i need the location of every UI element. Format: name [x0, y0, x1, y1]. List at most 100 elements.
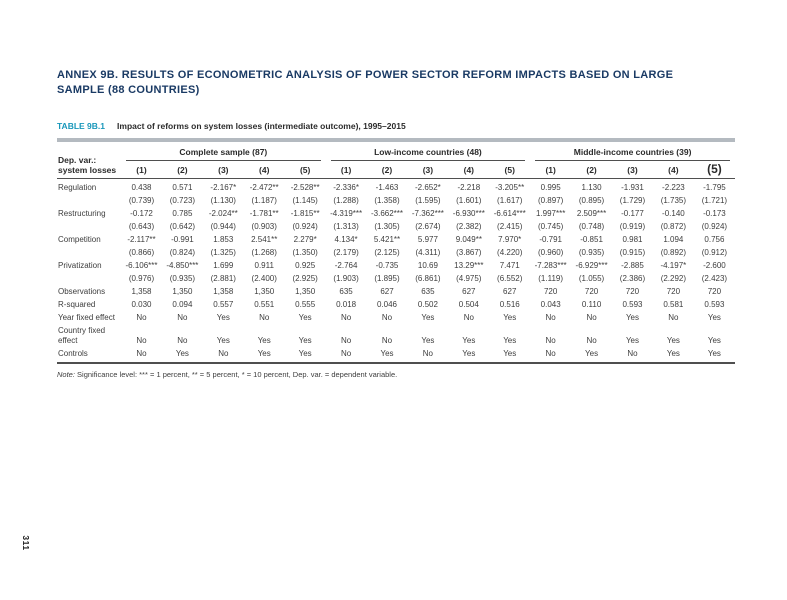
standard-error-cell: (0.748) [578, 221, 605, 231]
standard-error-cell: (2.881) [210, 273, 236, 283]
standard-error-row: (0.866) (0.824) (1.325) (1.268) (1.350) (2.17… [57, 246, 735, 259]
coefficient-cell: 9.049** [455, 234, 482, 244]
standard-error-cell: (0.642) [169, 221, 196, 231]
coefficient-cell: 627 [380, 286, 394, 296]
coefficient-cell: -4.850*** [166, 260, 199, 270]
coefficient-cell: 720 [625, 286, 640, 296]
standard-error-cell: (2.415) [497, 221, 523, 231]
standard-error-cell: (2.382) [456, 221, 482, 231]
coefficient-cell: No [381, 335, 393, 345]
note-prefix: Note: [57, 370, 75, 379]
group-header-low-income: Low-income countries (48) [326, 140, 531, 161]
coefficient-cell: 0.438 [131, 182, 152, 192]
coefficient-cell: 0.911 [254, 260, 274, 270]
standard-error-cell: (0.895) [578, 195, 605, 205]
coefficient-cell: 0.551 [254, 299, 275, 309]
standard-error-cell: (2.674) [415, 221, 441, 231]
coefficient-cell: No [177, 312, 188, 322]
coefficient-cell: 627 [462, 286, 476, 296]
coefficient-cell: 0.571 [172, 182, 193, 192]
standard-error-cell: (1.895) [374, 273, 400, 283]
coefficient-cell: Yes [625, 335, 639, 345]
coefficient-cell: 0.110 [581, 299, 602, 309]
standard-error-cell: (1.358) [374, 195, 400, 205]
coefficient-cell: -6.930*** [452, 208, 485, 218]
coefficient-cell: No [463, 312, 474, 322]
coefficient-cell: 7.471 [499, 260, 520, 270]
table-row: R-squared 0.030 0.094 0.557 0.551 0.555 0.018 0… [57, 298, 735, 311]
standard-error-cell: (1.729) [619, 195, 646, 205]
coefficient-cell: 0.981 [622, 234, 643, 244]
coefficient-cell: 0.995 [540, 182, 561, 192]
column-number-header: (3) [407, 161, 449, 179]
standard-error-cell: (0.935) [578, 247, 605, 257]
table-caption-row: TABLE 9B.1 Impact of reforms on system lo… [57, 121, 735, 132]
coefficient-cell: 0.018 [336, 299, 357, 309]
coefficient-cell: Yes [216, 312, 230, 322]
coefficient-cell: -6.614*** [493, 208, 526, 218]
standard-error-cell: (0.643) [128, 221, 155, 231]
coefficient-cell: No [407, 347, 449, 364]
coefficient-cell: Yes [284, 347, 326, 364]
standard-error-row: (0.739) (0.723) (1.130) (1.187) (1.145) (1.28… [57, 194, 735, 207]
coefficient-cell: Yes [421, 312, 435, 322]
coefficient-cell: -1.463 [375, 182, 399, 192]
table-note: Note: Significance level: *** = 1 percen… [57, 370, 735, 380]
column-number-row: (1) (2) (3) (4) (5) (1) (2) (3) (4) (5) (1) (2) (3)(… [57, 161, 735, 179]
column-number-header: (5) [489, 161, 531, 179]
coefficient-cell: 720 [707, 286, 722, 296]
coefficient-cell: No [545, 335, 556, 345]
standard-error-cell: (0.924) [701, 221, 728, 231]
coefficient-cell: -0.991 [171, 234, 194, 244]
coefficient-cell: 0.094 [172, 299, 193, 309]
coefficient-cell: Yes [161, 347, 203, 364]
standard-error-cell: (0.872) [660, 221, 687, 231]
standard-error-cell: (2.400) [251, 273, 277, 283]
coefficient-cell: Yes [489, 347, 531, 364]
results-table: Dep. var.: system losses Complete sample… [57, 138, 735, 364]
coefficient-cell: 635 [421, 286, 435, 296]
coefficient-cell: 1.853 [213, 234, 234, 244]
column-number-header: (1) [325, 161, 367, 179]
table-row: Country fixed effect No No Yes Yes Yes No No Yes… [57, 324, 735, 347]
coefficient-cell: -7.283*** [534, 260, 567, 270]
standard-error-cell: (6.552) [497, 273, 523, 283]
coefficient-cell: 2.541** [251, 234, 278, 244]
group-header-complete: Complete sample (87) [121, 140, 326, 161]
group-header-row: Dep. var.: system losses Complete sample… [57, 140, 735, 179]
coefficient-cell: -2.336* [333, 182, 359, 192]
coefficient-cell: No [202, 347, 244, 364]
standard-error-cell: (0.745) [537, 221, 564, 231]
coefficient-cell: Yes [257, 335, 271, 345]
standard-error-row: (0.643) (0.642) (0.944) (0.903) (0.924) (1.31… [57, 220, 735, 233]
standard-error-cell: (0.739) [128, 195, 155, 205]
coefficient-cell: 2.509*** [576, 208, 607, 218]
coefficient-cell: Yes [462, 335, 476, 345]
standard-error-cell: (4.975) [456, 273, 482, 283]
coefficient-cell: Yes [503, 335, 517, 345]
standard-error-cell: (1.903) [333, 273, 359, 283]
standard-error-cell: (1.601) [456, 195, 482, 205]
coefficient-cell: No [340, 312, 352, 322]
standard-error-cell: (2.386) [619, 273, 646, 283]
coefficient-cell: -0.791 [539, 234, 562, 244]
column-number-header: (5) [693, 161, 735, 179]
coefficient-cell: 0.756 [704, 234, 725, 244]
coefficient-cell: -3.662*** [370, 208, 404, 218]
coefficient-cell: Yes [366, 347, 408, 364]
coefficient-cell: Yes [625, 312, 639, 322]
table-row: Controls No Yes No Yes Yes No Yes No Yes Yes No Yes N… [57, 347, 735, 364]
coefficient-cell: 1,350 [254, 286, 275, 296]
note-text: Significance level: *** = 1 percent, ** … [74, 370, 398, 379]
standard-error-cell: (1.595) [415, 195, 441, 205]
standard-error-cell: (2.925) [292, 273, 318, 283]
standard-error-cell: (0.915) [619, 247, 646, 257]
coefficient-cell: No [586, 312, 597, 322]
standard-error-cell: (0.924) [292, 221, 318, 231]
coefficient-cell: -2.652* [415, 182, 441, 192]
coefficient-cell: No [612, 347, 653, 364]
page-number: 311 [21, 535, 31, 551]
column-number-header: (3) [202, 161, 244, 179]
coefficient-cell: No [340, 335, 352, 345]
column-number-header: (2) [571, 161, 613, 179]
